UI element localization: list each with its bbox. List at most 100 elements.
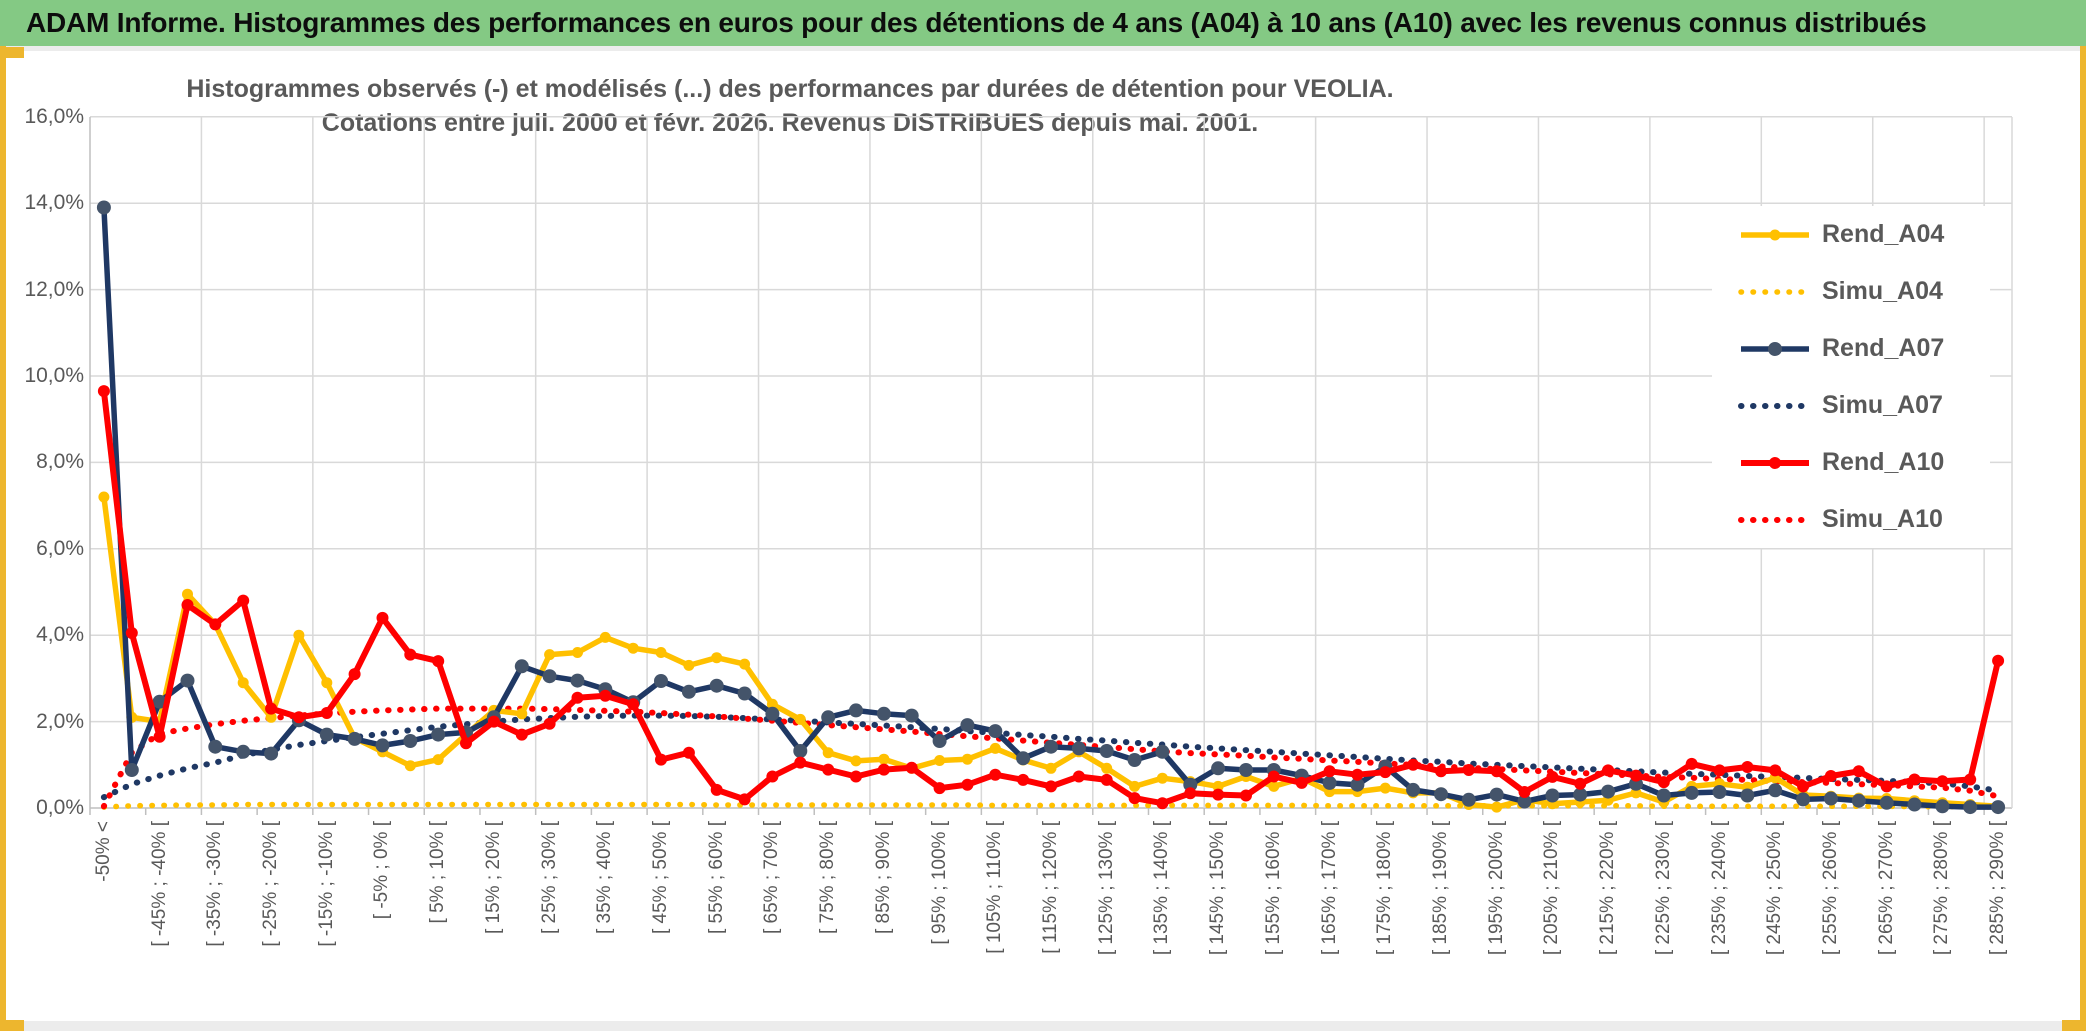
series-Rend_A10-marker — [1407, 758, 1420, 771]
series-Rend_A04-marker — [1491, 801, 1503, 813]
legend-label: Simu_A04 — [1822, 277, 1943, 305]
series-Rend_A10-marker — [1908, 773, 1921, 786]
series-Rend_A07-marker — [988, 724, 1003, 739]
series-Rend_A10-marker — [905, 761, 918, 774]
legend-label: Simu_A07 — [1822, 391, 1943, 419]
series-Rend_A10-marker — [822, 763, 835, 776]
series-Rend_A04-marker — [572, 647, 583, 658]
series-Simu_A04-line[interactable] — [101, 801, 2001, 810]
series-Rend_A04-marker — [1045, 762, 1057, 774]
series-Rend_A04-marker — [794, 713, 806, 725]
y-tick-label: 10,0% — [24, 364, 84, 387]
x-tick-label: [ 165% ; 170% [ — [1318, 821, 1340, 956]
x-tick-label: [ 255% ; 260% [ — [1819, 821, 1841, 956]
series-Rend_A10-marker — [877, 763, 890, 776]
series-Rend_A10-marker — [1267, 770, 1280, 783]
y-tick-label: 6,0% — [36, 536, 84, 560]
series-Rend_A10-marker — [1769, 764, 1782, 777]
series-Rend_A07-marker — [1155, 744, 1170, 759]
series-Rend_A04-marker — [182, 588, 193, 600]
series-Rend_A10-marker — [97, 385, 110, 398]
series-Rend_A07-marker — [1239, 763, 1253, 777]
series-Rend_A07-marker — [1211, 761, 1226, 776]
series-Rend_A10-marker — [1630, 769, 1642, 782]
series-Rend_A10-marker — [682, 746, 695, 759]
series-Rend_A10-marker — [1657, 776, 1670, 789]
series-Rend_A10-marker — [432, 655, 445, 668]
x-tick-label: [ 155% ; 160% [ — [1262, 821, 1284, 956]
series-Rend_A07-marker — [236, 744, 251, 759]
series-Rend_A10-marker — [599, 689, 612, 702]
series-Rend_A10-marker — [1852, 765, 1865, 778]
series-Rend_A10-marker — [1992, 654, 2005, 667]
series-Rend_A10-marker — [292, 711, 305, 724]
series-Rend_A10-marker — [265, 702, 278, 715]
series-Rend_A07-marker — [654, 674, 668, 688]
legend-item-Simu_A04[interactable]: Simu_A04 — [1712, 263, 1990, 320]
series-Rend_A07-marker — [1183, 777, 1198, 792]
series-Rend_A07-marker — [1796, 792, 1811, 807]
x-tick-label: [ 135% ; 140% [ — [1151, 821, 1173, 956]
x-tick-label: [ 215% ; 220% [ — [1597, 821, 1619, 956]
series-Rend_A07-marker — [1656, 788, 1671, 803]
legend-item-Simu_A10[interactable]: Simu_A10 — [1712, 491, 1990, 548]
series-Rend_A07-marker — [960, 718, 975, 733]
series-Rend_A04-marker — [822, 747, 834, 759]
legend-line-sample-Rend_A07 — [1741, 341, 1809, 356]
y-tick-label: 8,0% — [36, 450, 84, 474]
series-Rend_A07-marker — [1545, 788, 1560, 803]
series-Rend_A10-marker — [1713, 764, 1726, 777]
series-Rend_A07-marker — [821, 710, 836, 725]
legend-item-Simu_A07[interactable]: Simu_A07 — [1712, 377, 1990, 434]
legend-item-Rend_A04[interactable]: Rend_A04 — [1712, 206, 1990, 263]
series-Rend_A10-marker — [487, 715, 500, 728]
series-Rend_A07-marker — [542, 669, 557, 684]
series-Rend_A04-marker — [683, 659, 695, 671]
series-Rend_A07-marker — [1907, 797, 1922, 812]
x-tick-label: [ 195% ; 200% [ — [1485, 821, 1507, 956]
series-Rend_A10-marker — [1741, 761, 1754, 773]
x-tick-label: [ -35% ; -30% [ — [204, 821, 226, 947]
series-Rend_A04-marker — [627, 642, 639, 654]
series-Rend_A07-marker — [1991, 800, 2006, 815]
series-Rend_A10-marker — [515, 728, 528, 741]
corner-chip-bottom-right — [2062, 1020, 2086, 1031]
series-Rend_A10-marker — [320, 707, 333, 719]
bottom-strip — [0, 1021, 2086, 1031]
series-Simu_A10-line[interactable] — [100, 705, 2002, 810]
series-Rend_A07-marker — [1879, 795, 1894, 810]
series-Rend_A10-marker — [1936, 775, 1949, 788]
series-Simu_A07-line[interactable] — [100, 712, 2002, 801]
series-Rend_A04-marker — [1156, 772, 1168, 784]
legend-line-sample-Rend_A10 — [1741, 456, 1809, 469]
series-Rend_A04-marker — [516, 708, 528, 720]
x-tick-label: [ 75% ; 80% [ — [817, 821, 839, 935]
series-Rend_A07-marker — [570, 673, 585, 688]
series-Rend_A10-marker — [404, 648, 417, 661]
x-tick-label: [ 45% ; 50% [ — [650, 821, 672, 935]
series-Rend_A10-marker — [1880, 780, 1893, 793]
series-Rend_A07-marker — [1740, 788, 1755, 803]
x-tick-label: [ 235% ; 240% [ — [1708, 821, 1730, 956]
series-Rend_A07-marker — [152, 694, 167, 709]
y-tick-label: 2,0% — [36, 709, 84, 733]
header-divider — [0, 46, 2086, 51]
series-Rend_A10-marker — [1546, 770, 1559, 783]
x-tick-label: [ 245% ; 250% [ — [1764, 821, 1786, 956]
legend-item-Rend_A10[interactable]: Rend_A10 — [1712, 434, 1990, 491]
series-Rend_A10-marker — [1017, 773, 1030, 786]
series-Rend_A10-marker — [850, 770, 862, 783]
x-tick-label: [ 5% ; 10% [ — [427, 821, 449, 924]
series-Rend_A10-marker — [1518, 786, 1531, 798]
series-Rend_A07-marker — [319, 727, 334, 742]
series-Rend_A10-marker — [1100, 773, 1113, 786]
series-Rend_A10-marker — [543, 717, 556, 730]
legend-item-Rend_A07[interactable]: Rend_A07 — [1712, 320, 1990, 377]
page-title: ADAM Informe. Histogrammes des performan… — [26, 7, 1927, 38]
series-Rend_A10-marker — [1156, 797, 1169, 810]
series-Rend_A07-marker — [96, 200, 111, 215]
series-Rend_A10-marker — [1379, 766, 1392, 779]
x-tick-label: [ 85% ; 90% [ — [872, 821, 894, 935]
app-header: ADAM Informe. Histogrammes des performan… — [0, 0, 2086, 46]
series-Rend_A07-marker — [1434, 787, 1448, 802]
